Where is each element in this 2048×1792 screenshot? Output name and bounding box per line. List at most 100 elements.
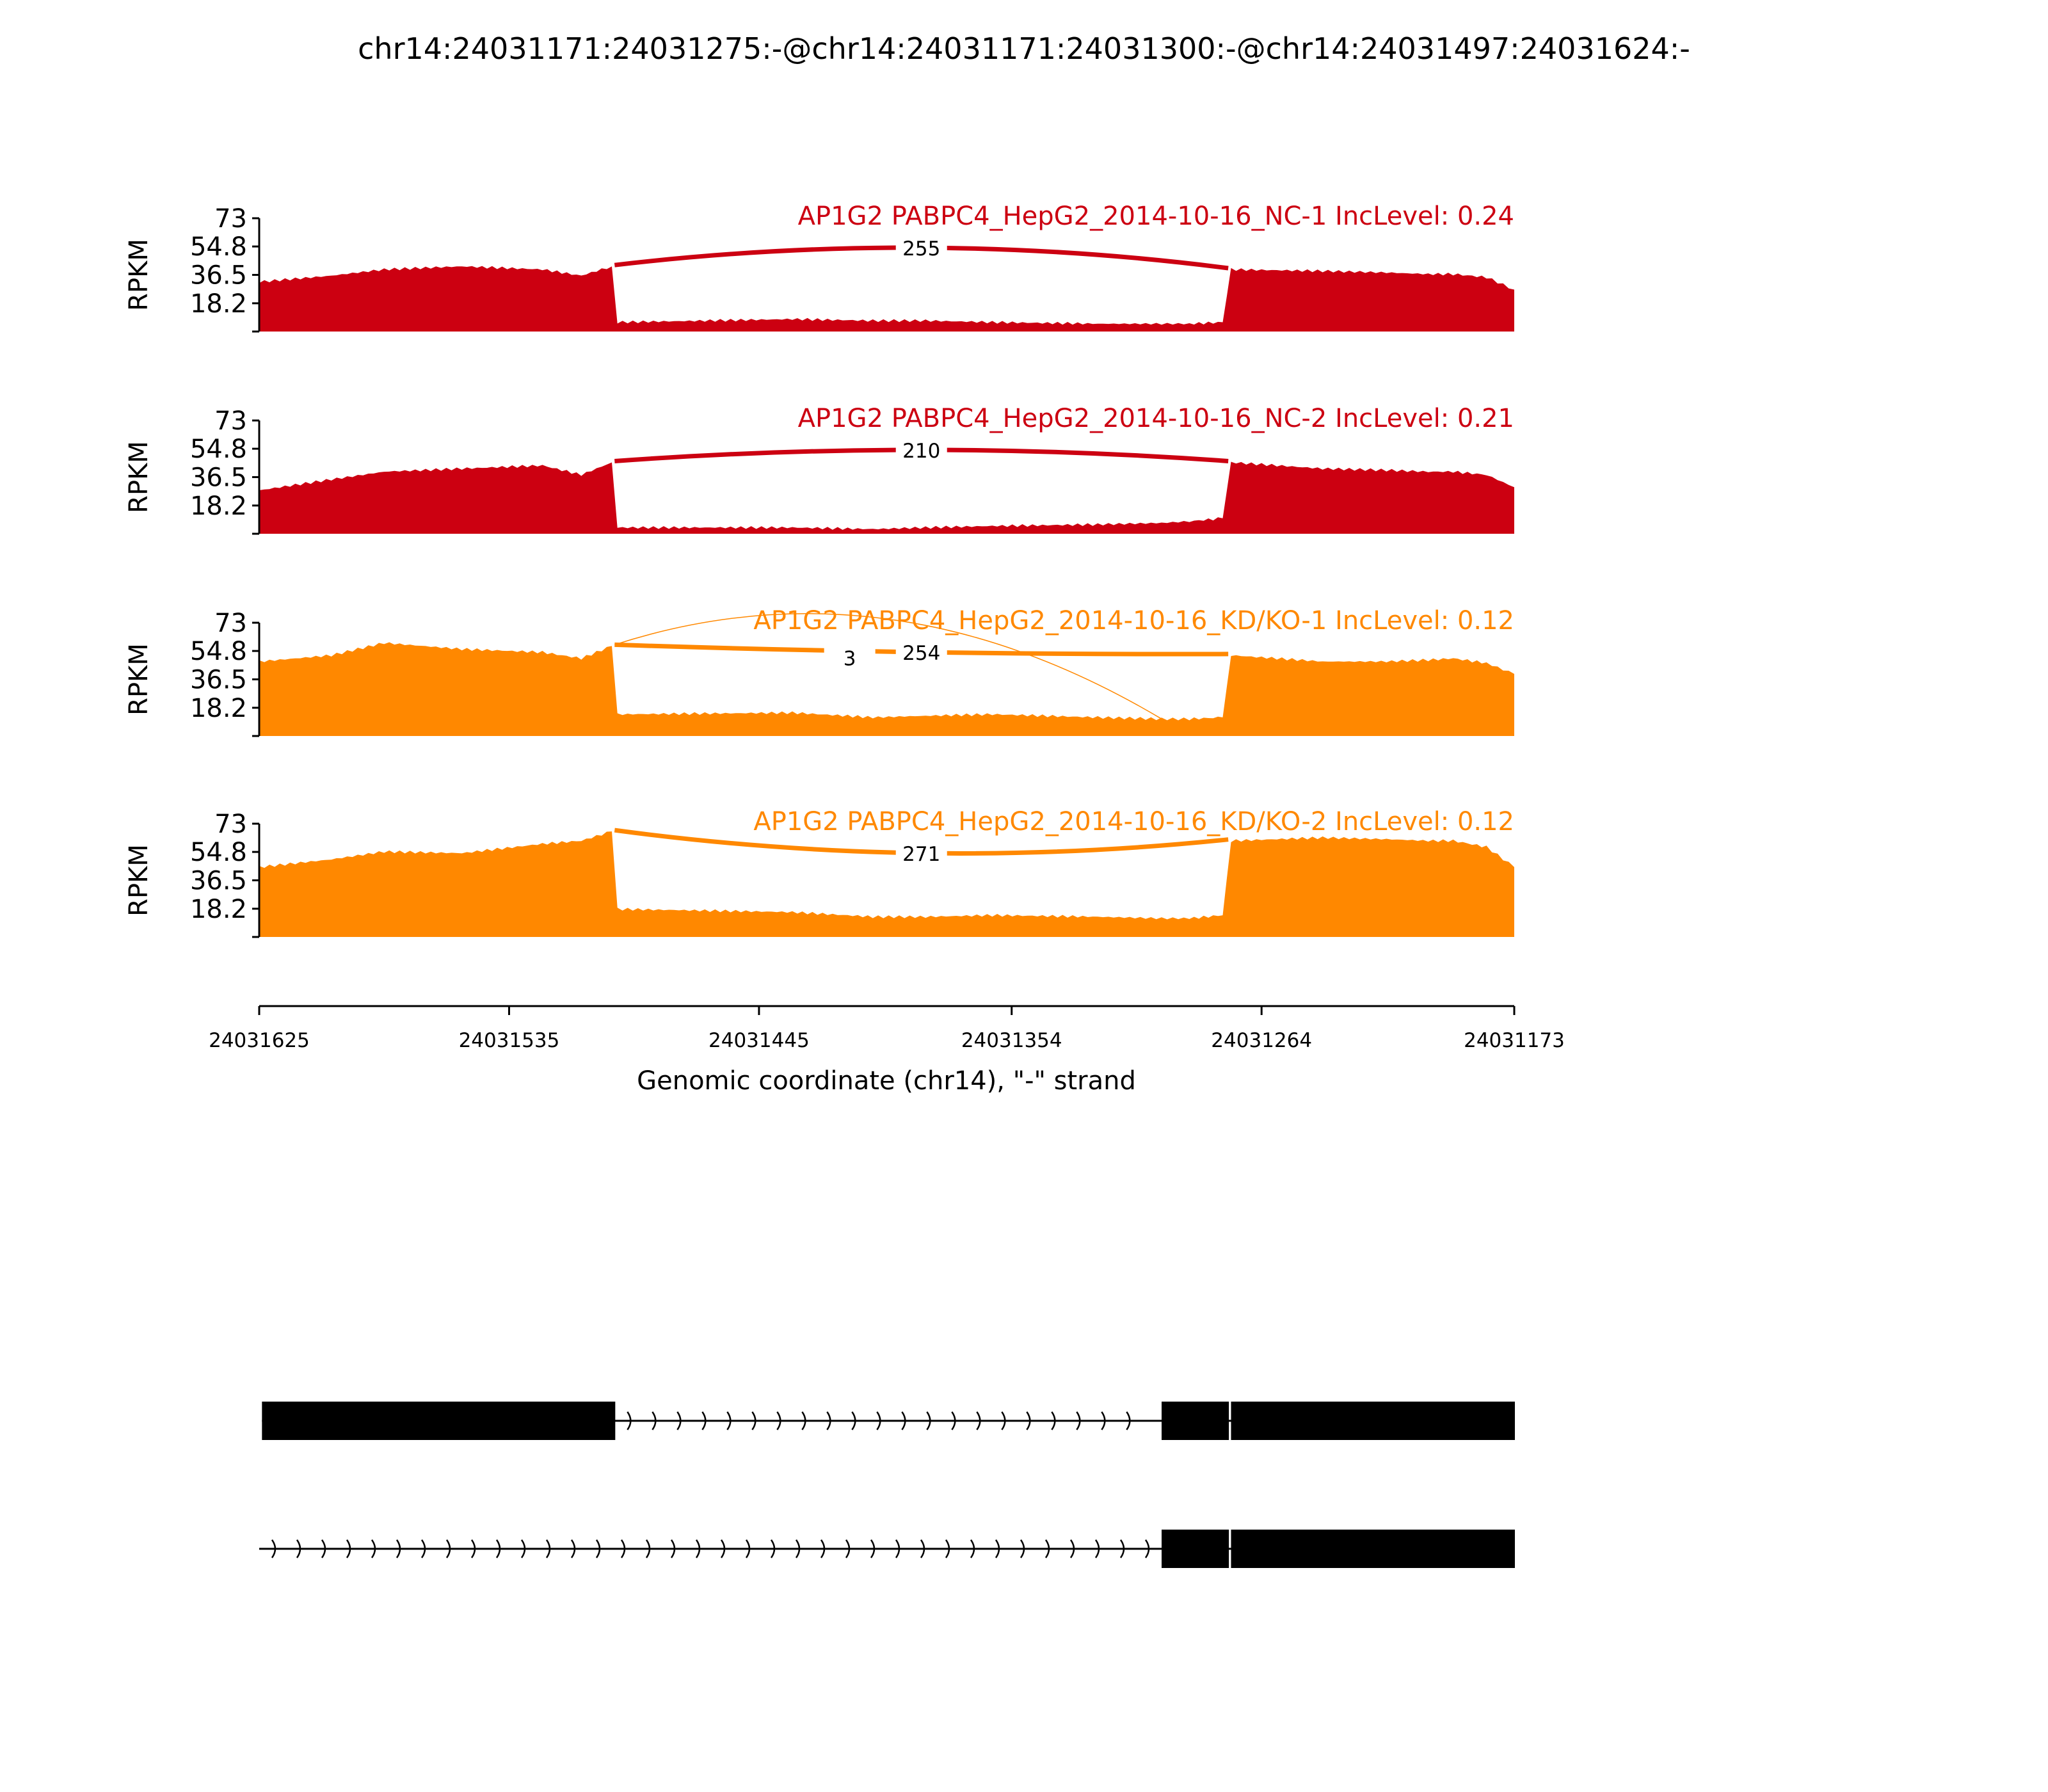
strand-arrow-icon xyxy=(895,1539,900,1558)
exon-block xyxy=(1162,1530,1229,1568)
y-tick-label: 54.8 xyxy=(190,435,247,464)
y-tick-label: 73 xyxy=(214,609,247,638)
y-tick-label: 73 xyxy=(214,406,247,436)
coverage-area xyxy=(259,642,1514,736)
strand-arrow-icon xyxy=(595,1539,601,1558)
exon-block xyxy=(1231,1530,1515,1568)
x-axis: 24031625 24031535 24031445 24031354 24031264… xyxy=(209,1005,1565,1052)
strand-arrow-icon xyxy=(976,1411,981,1430)
sample-label: AP1G2 PABPC4_HepG2_2014-10-16_KD/KO-2 In… xyxy=(753,807,1514,836)
strand-arrow-icon xyxy=(1001,1411,1006,1430)
strand-arrow-icon xyxy=(420,1539,426,1558)
x-tick-label: 24031354 xyxy=(961,1029,1062,1052)
y-tick-label: 18.2 xyxy=(190,895,247,924)
x-tick-label: 24031625 xyxy=(209,1029,310,1052)
junction-count-label: 271 xyxy=(902,843,940,866)
sample-label: AP1G2 PABPC4_HepG2_2014-10-16_KD/KO-1 In… xyxy=(753,606,1514,636)
y-tick-label: 36.5 xyxy=(190,463,247,493)
sample-label: AP1G2 PABPC4_HepG2_2014-10-16_NC-2 IncLe… xyxy=(798,404,1514,433)
y-tick-label: 73 xyxy=(214,810,247,839)
y-axis-label: RPKM xyxy=(124,844,154,916)
strand-arrow-icon xyxy=(745,1539,751,1558)
coverage-area xyxy=(259,831,1514,937)
strand-arrow-icon xyxy=(851,1411,856,1430)
strand-arrow-icon xyxy=(995,1539,1000,1558)
y-tick-label: 36.5 xyxy=(190,666,247,695)
y-tick-label: 18.2 xyxy=(190,694,247,723)
strand-arrow-icon xyxy=(695,1539,701,1558)
strand-arrow-icon xyxy=(970,1539,975,1558)
strand-arrow-icon xyxy=(670,1539,676,1558)
sample-label: AP1G2 PABPC4_HepG2_2014-10-16_NC-1 IncLe… xyxy=(798,202,1514,231)
x-tick-label: 24031535 xyxy=(459,1029,560,1052)
strand-arrow-icon xyxy=(445,1539,451,1558)
y-tick-label: 54.8 xyxy=(190,838,247,867)
strand-arrow-icon xyxy=(1144,1539,1150,1558)
strand-arrow-icon xyxy=(776,1411,781,1430)
strand-arrow-icon xyxy=(826,1411,831,1430)
strand-arrow-icon xyxy=(676,1411,682,1430)
strand-arrow-icon xyxy=(652,1411,657,1430)
exon-block xyxy=(1162,1402,1229,1440)
strand-arrow-icon xyxy=(321,1539,326,1558)
strand-arrow-icon xyxy=(770,1539,776,1558)
strand-arrow-icon xyxy=(845,1539,851,1558)
strand-arrow-icon xyxy=(951,1411,956,1430)
junction-count-label: 3 xyxy=(844,647,856,670)
coverage-panel: 18.236.554.873 RPKM AP1G2 PABPC4_HepG2_201… xyxy=(124,404,1514,535)
strand-arrow-icon xyxy=(271,1539,276,1558)
junction-count-label: 210 xyxy=(902,440,940,463)
strand-arrow-icon xyxy=(371,1539,376,1558)
y-tick-label: 18.2 xyxy=(190,492,247,521)
y-axis-label: RPKM xyxy=(124,239,154,311)
x-tick-label: 24031264 xyxy=(1211,1029,1312,1052)
chart-title: chr14:24031171:24031275:-@chr14:24031171… xyxy=(358,31,1690,66)
coverage-area xyxy=(259,461,1514,534)
strand-arrow-icon xyxy=(801,1411,806,1430)
strand-arrow-icon xyxy=(545,1539,551,1558)
strand-arrow-icon xyxy=(470,1539,476,1558)
exon-block xyxy=(262,1402,616,1440)
junction-arc xyxy=(614,613,1162,719)
coverage-panel: 18.236.554.873 RPKM AP1G2 PABPC4_HepG2_201… xyxy=(124,202,1514,333)
strand-arrow-icon xyxy=(1044,1539,1050,1558)
junction-label-bg xyxy=(895,234,947,259)
strand-arrow-icon xyxy=(795,1539,801,1558)
strand-arrow-icon xyxy=(620,1539,626,1558)
y-tick-label: 36.5 xyxy=(190,261,247,291)
coverage-panel: 18.236.554.873 RPKM AP1G2 PABPC4_HepG2_201… xyxy=(124,606,1514,737)
strand-arrow-icon xyxy=(1026,1411,1031,1430)
strand-arrow-icon xyxy=(495,1539,501,1558)
strand-arrow-icon xyxy=(627,1411,632,1430)
strand-arrow-icon xyxy=(901,1411,906,1430)
junction-label-bg xyxy=(824,643,876,669)
strand-arrow-icon xyxy=(920,1539,925,1558)
coverage-area xyxy=(259,266,1514,332)
strand-arrow-icon xyxy=(520,1539,526,1558)
y-tick-label: 73 xyxy=(214,204,247,234)
strand-arrow-icon xyxy=(1051,1411,1056,1430)
strand-arrow-icon xyxy=(570,1539,576,1558)
strand-arrow-icon xyxy=(876,1411,881,1430)
strand-arrow-icon xyxy=(945,1539,950,1558)
junction-count-label: 255 xyxy=(902,237,940,260)
y-tick-label: 18.2 xyxy=(190,289,247,319)
strand-arrow-icon xyxy=(1126,1411,1131,1430)
y-tick-label: 36.5 xyxy=(190,867,247,896)
junction-count-label: 254 xyxy=(902,642,940,665)
y-tick-label: 54.8 xyxy=(190,232,247,262)
strand-arrow-icon xyxy=(751,1411,756,1430)
x-tick-label: 24031173 xyxy=(1464,1029,1565,1052)
gene-model-track xyxy=(259,1402,1515,1568)
y-tick-label: 54.8 xyxy=(190,637,247,666)
coverage-panel: 18.236.554.873 RPKM AP1G2 PABPC4_HepG2_201… xyxy=(124,807,1514,938)
strand-arrow-icon xyxy=(396,1539,401,1558)
strand-arrow-icon xyxy=(1076,1411,1081,1430)
strand-arrow-icon xyxy=(926,1411,931,1430)
strand-arrow-icon xyxy=(296,1539,301,1558)
strand-arrow-icon xyxy=(645,1539,651,1558)
strand-arrow-icon xyxy=(820,1539,826,1558)
transcript xyxy=(259,1530,1515,1568)
strand-arrow-icon xyxy=(346,1539,351,1558)
strand-arrow-icon xyxy=(726,1411,732,1430)
